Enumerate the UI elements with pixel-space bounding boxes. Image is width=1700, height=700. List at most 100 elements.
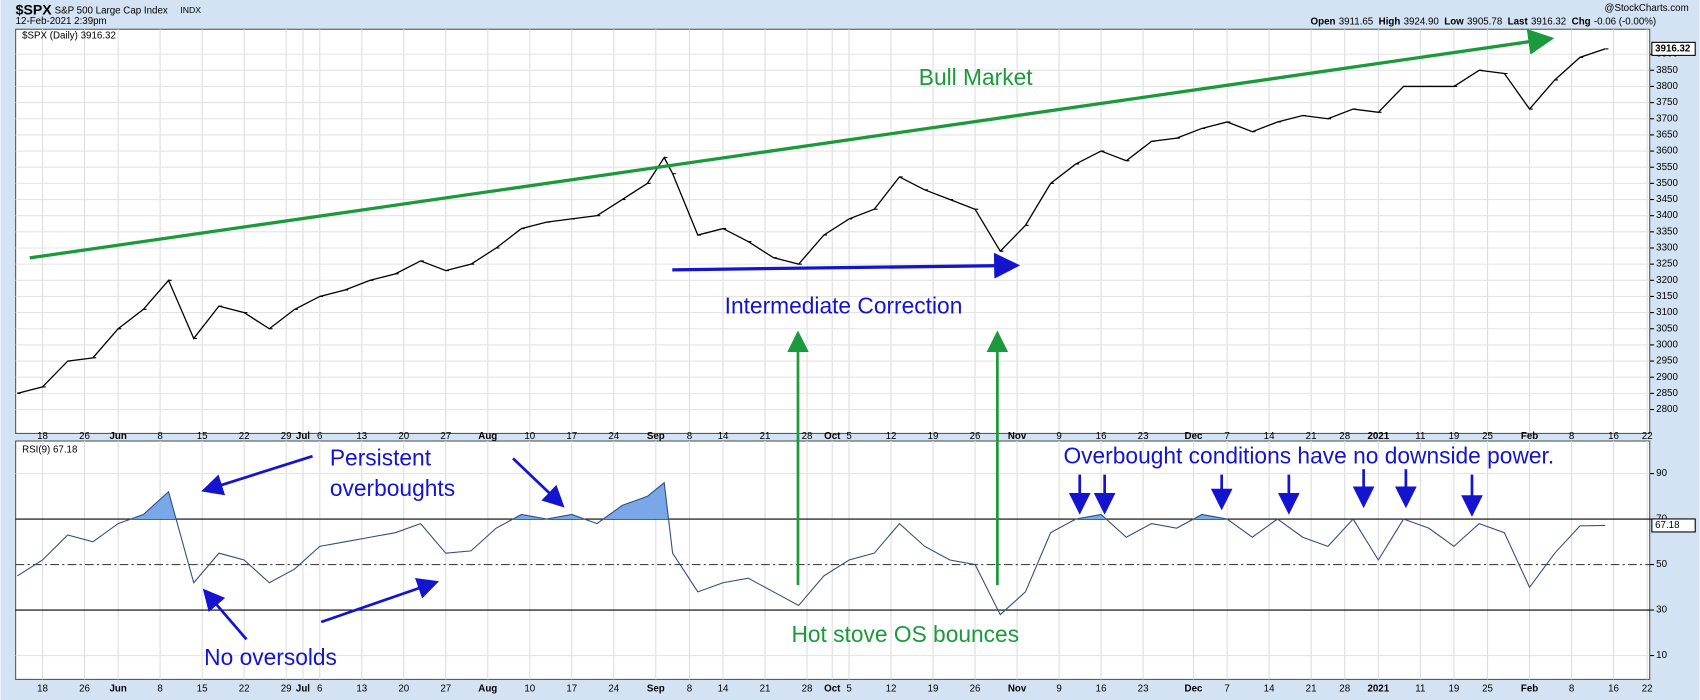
quote-label: High	[1379, 16, 1401, 27]
x-tick-label: 5	[846, 684, 852, 695]
arrow	[202, 588, 248, 641]
x-tick-label: 26	[970, 431, 981, 442]
x-tick-label: 8	[157, 684, 162, 695]
last-value: 67.18	[1655, 520, 1679, 531]
y-tick-label: 50	[1656, 559, 1667, 570]
x-tick-label: 25	[1482, 684, 1493, 695]
quote-label: Chg	[1572, 16, 1591, 27]
x-tick-label: 5	[846, 431, 852, 442]
x-tick-label: Jun	[109, 684, 126, 695]
x-tick-label: 12	[886, 431, 897, 442]
x-tick-label: Aug	[478, 684, 497, 695]
y-tick-label: 3850	[1656, 65, 1678, 76]
x-tick-label: 11	[1415, 431, 1425, 442]
quote-value: 3905.78	[1467, 16, 1502, 27]
x-tick-label: Jul	[296, 431, 310, 442]
x-tick-label: 19	[928, 431, 939, 442]
y-tick-label: 3000	[1656, 339, 1678, 350]
x-tick-label: Nov	[1008, 684, 1027, 695]
x-tick-label: 29	[281, 684, 292, 695]
y-tick-label: 3400	[1656, 210, 1678, 221]
x-tick-label: 26	[79, 431, 90, 442]
x-tick-label: Feb	[1521, 431, 1538, 442]
x-tick-label: 28	[1339, 684, 1350, 695]
price-legend: $SPX (Daily) 3916.32	[22, 30, 116, 41]
x-tick-label: 16	[1096, 684, 1107, 695]
x-tick-label: Oct	[824, 684, 841, 695]
x-tick-label: 15	[197, 684, 208, 695]
arrow	[672, 252, 1021, 279]
y-tick-label: 3450	[1656, 194, 1678, 205]
x-tick-label: 8	[687, 431, 692, 442]
x-tick-label: 24	[608, 684, 619, 695]
down-arrows	[1068, 469, 1483, 517]
quote-label: Last	[1508, 16, 1529, 27]
x-tick-label: 14	[718, 684, 729, 695]
x-tick-label: 27	[440, 431, 451, 442]
x-tick-label: 22	[239, 431, 250, 442]
last-value: 3916.32	[1655, 43, 1691, 54]
y-tick-label: 3600	[1656, 146, 1678, 157]
annotation: Intermediate Correction	[725, 293, 963, 319]
rsi-legend: RSI(9) 67.18	[22, 444, 77, 455]
annotation: Hot stove OS bounces	[791, 621, 1019, 647]
x-tick-label: 13	[356, 431, 367, 442]
x-tick-label: 2021	[1367, 684, 1389, 695]
y-tick-label: 3700	[1656, 113, 1678, 124]
annotation: Overbought conditions have no downside p…	[1063, 442, 1554, 468]
x-tick-label: 21	[1306, 684, 1317, 695]
x-tick-label: 17	[566, 684, 577, 695]
quote-value: -0.06 (-0.00%)	[1594, 16, 1656, 27]
x-tick-label: 23	[1138, 431, 1149, 442]
x-tick-label: 29	[281, 431, 292, 442]
rsi-line	[17, 481, 1606, 616]
x-tick-label: 9	[1056, 431, 1061, 442]
x-tick-label: Jun	[109, 431, 126, 442]
x-tick-label: Feb	[1521, 684, 1538, 695]
trend-line	[29, 28, 1555, 260]
y-tick-label: 2800	[1656, 404, 1678, 415]
x-tick-label: 20	[398, 431, 409, 442]
x-tick-label: 16	[1096, 431, 1107, 442]
arrow	[201, 454, 313, 496]
x-tick-label: Jul	[296, 684, 310, 695]
x-tick-label: Oct	[824, 431, 841, 442]
quote-label: Open	[1311, 16, 1336, 27]
y-tick-label: 30	[1656, 605, 1667, 616]
exchange: INDX	[180, 5, 201, 15]
x-tick-label: 22	[1642, 431, 1653, 442]
last-value-box	[1651, 41, 1696, 56]
marks	[17, 48, 1609, 616]
x-tick-label: 21	[760, 684, 771, 695]
x-tick-label: 10	[524, 431, 535, 442]
annotation: Persistent	[330, 444, 432, 470]
quote-label: Low	[1444, 16, 1464, 27]
x-tick-label: 6	[317, 684, 322, 695]
x-tick-label: 28	[1339, 431, 1350, 442]
x-tick-label: Sep	[647, 684, 665, 695]
x-tick-label: Dec	[1185, 684, 1203, 695]
annotation: Bull Market	[919, 64, 1033, 90]
x-tick-label: 18	[37, 431, 48, 442]
annotation: overboughts	[330, 475, 455, 501]
y-tick-label: 3350	[1656, 226, 1678, 237]
x-tick-label: 14	[718, 431, 729, 442]
x-tick-label: 8	[157, 431, 162, 442]
timestamp: 12-Feb-2021 2:39pm	[16, 16, 107, 27]
x-tick-label: 8	[687, 684, 692, 695]
y-tick-label: 90	[1656, 468, 1667, 479]
y-tick-label: 3150	[1656, 291, 1678, 302]
y-tick-label: 10	[1656, 650, 1667, 661]
y-tick-label: 2850	[1656, 388, 1678, 399]
x-tick-label: 18	[37, 684, 48, 695]
x-tick-label: Dec	[1185, 431, 1203, 442]
x-tick-label: 14	[1264, 431, 1275, 442]
arrow	[512, 457, 565, 508]
x-tick-label: Nov	[1008, 431, 1027, 442]
arrow	[320, 578, 440, 624]
x-tick-label: 10	[524, 684, 535, 695]
x-tick-label: 28	[802, 684, 813, 695]
x-tick-label: 9	[1056, 684, 1061, 695]
x-tick-label: 8	[1569, 431, 1574, 442]
